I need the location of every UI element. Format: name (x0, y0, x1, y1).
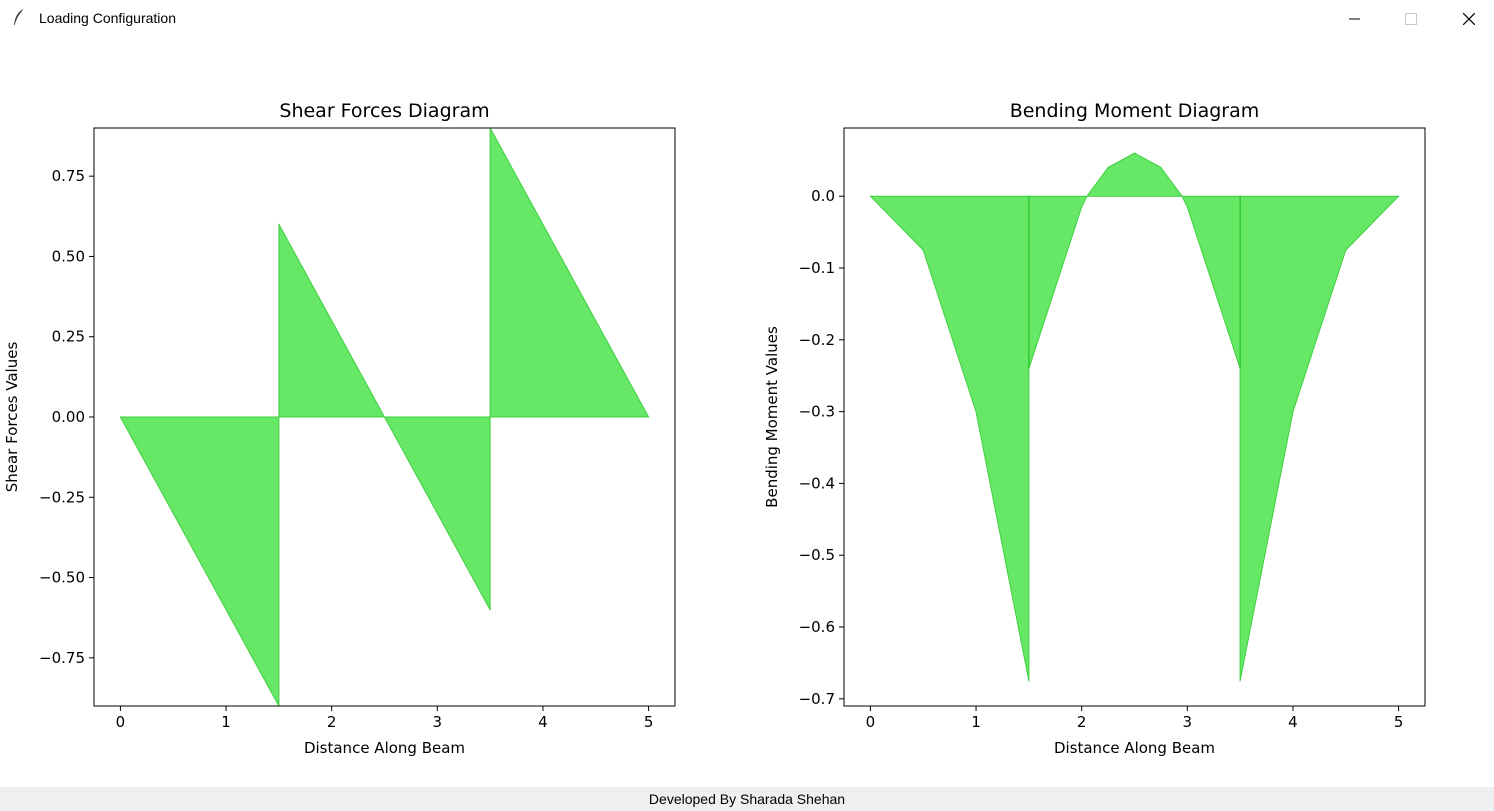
x-tick-label: 4 (538, 713, 548, 731)
data-point (1186, 206, 1188, 208)
area-fill (869, 152, 1400, 682)
data-point (1292, 411, 1294, 413)
x-tick-label: 0 (866, 713, 876, 731)
charts-figure: 0 1 2 3 4 50.750.500.250.00−0.25−0.50−0.75She… (3, 100, 1426, 757)
y-tick-label: −0.2 (799, 331, 835, 349)
data-point (975, 411, 977, 413)
y-tick-label: 0.25 (52, 328, 85, 346)
y-tick-label: −0.1 (799, 259, 835, 277)
close-icon (1463, 13, 1475, 25)
y-tick-label: −0.3 (799, 403, 835, 421)
y-tick-label: 0.50 (52, 247, 85, 265)
y-tick-label: −0.7 (799, 690, 835, 708)
close-button[interactable] (1440, 0, 1494, 38)
y-tick-label: −0.6 (799, 618, 835, 636)
y-tick-label: −0.25 (39, 488, 85, 506)
data-point (1181, 195, 1183, 197)
x-tick-label: 2 (1077, 713, 1087, 731)
minimize-button[interactable] (1326, 0, 1384, 38)
y-tick-label: −0.50 (39, 569, 85, 587)
y-axis-label: Bending Moment Values (763, 326, 781, 508)
maximize-icon (1405, 13, 1417, 25)
y-tick-label: 0.75 (52, 167, 85, 185)
data-point (1086, 195, 1088, 197)
data-point (278, 223, 280, 225)
x-tick-label: 3 (1183, 713, 1193, 731)
data-point (648, 416, 650, 418)
data-point (489, 609, 491, 611)
maximize-button[interactable] (1382, 0, 1440, 38)
chart-2: 0 1 2 3 4 5 0.0 −0.1 −0.2 −0.3 −0.4 −0.5 −0.6 −0.7 Ben… (763, 100, 1426, 757)
data-point (1345, 249, 1347, 251)
axes-frame (843, 127, 1426, 707)
chart-canvas: 0 1 2 3 4 5 0.75 0.50 0.25 0.00 −0.25 −0.50 −0.75 She… (0, 38, 1494, 787)
chart-title: Bending Moment Diagram (1010, 100, 1260, 122)
y-tick-label: −0.5 (799, 546, 835, 564)
x-tick-label: 1 (221, 713, 231, 731)
data-point (869, 195, 871, 197)
data-point (922, 249, 924, 251)
minimize-icon (1349, 18, 1360, 20)
x-tick-label: 4 (1288, 713, 1298, 731)
x-axis-label: Distance Along Beam (304, 739, 465, 757)
data-point (1398, 195, 1400, 197)
chart-1: 0 1 2 3 4 5 0.75 0.50 0.25 0.00 −0.25 −0.50 −0.75 She… (3, 100, 676, 757)
data-point (1081, 206, 1083, 208)
chart-title: Shear Forces Diagram (279, 100, 489, 122)
data-point (384, 416, 385, 418)
y-tick-label: −0.75 (39, 649, 85, 667)
y-axis-label: Shear Forces Values (3, 342, 21, 493)
y-tick-label: 0.0 (811, 187, 835, 205)
data-point (1160, 167, 1162, 168)
footer-credit: Developed By Sharada Shehan (0, 787, 1494, 811)
data-point (1028, 680, 1030, 682)
x-tick-label: 1 (971, 713, 981, 731)
y-tick-label: −0.4 (799, 474, 835, 492)
title-bar: Loading Configuration (0, 0, 1494, 38)
data-point (119, 416, 121, 418)
x-tick-label: 0 (116, 713, 126, 731)
y-tick-label: 0.00 (52, 408, 85, 426)
x-tick-label: 2 (327, 713, 337, 731)
data-point (1134, 152, 1135, 154)
x-tick-label: 5 (644, 713, 654, 731)
x-tick-label: 3 (433, 713, 443, 731)
data-point (1107, 167, 1109, 168)
data-point (1239, 680, 1241, 682)
x-tick-label: 5 (1394, 713, 1404, 731)
feather-icon (14, 8, 25, 26)
x-axis-label: Distance Along Beam (1054, 739, 1215, 757)
window-title: Loading Configuration (39, 10, 176, 26)
